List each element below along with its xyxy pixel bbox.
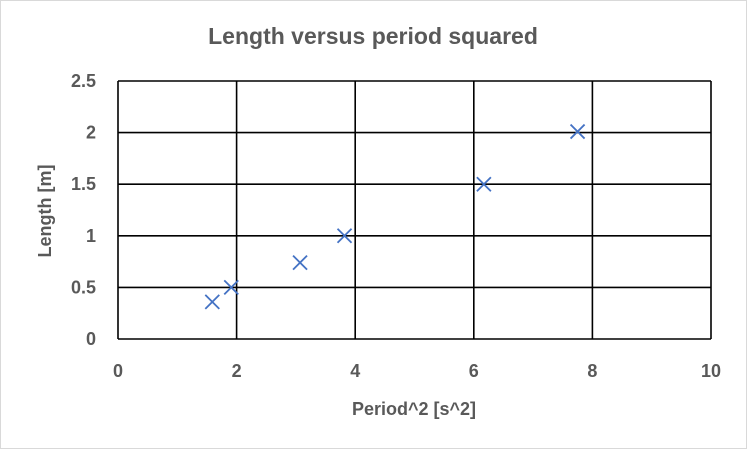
chart-title: Length versus period squared [208,23,538,49]
data-point [569,123,586,140]
y-axis-title: Length [m] [35,165,55,258]
x-axis-title: Period^2 [s^2] [352,399,476,419]
data-point [476,176,492,192]
y-tick-label: 2 [86,123,96,143]
y-tick-label: 2.5 [71,71,96,91]
x-tick-label: 2 [232,361,242,381]
x-tick-label: 10 [701,361,721,381]
data-point [292,254,308,271]
y-tick-label: 0 [86,329,96,349]
data-point [223,279,239,296]
y-tick-label: 0.5 [71,277,96,297]
x-tick-label: 0 [113,361,123,381]
x-tick-label: 4 [350,361,360,381]
y-tick-label: 1 [86,226,96,246]
x-tick-label: 8 [587,361,597,381]
tick-labels: 0 0.5 1 1.5 2 2.5 0 2 4 6 8 10 [71,71,721,381]
gridlines [117,80,712,340]
data-points [204,123,586,310]
data-point [204,294,220,310]
data-point [336,228,353,244]
x-tick-label: 6 [469,361,479,381]
y-tick-label: 1.5 [71,174,96,194]
